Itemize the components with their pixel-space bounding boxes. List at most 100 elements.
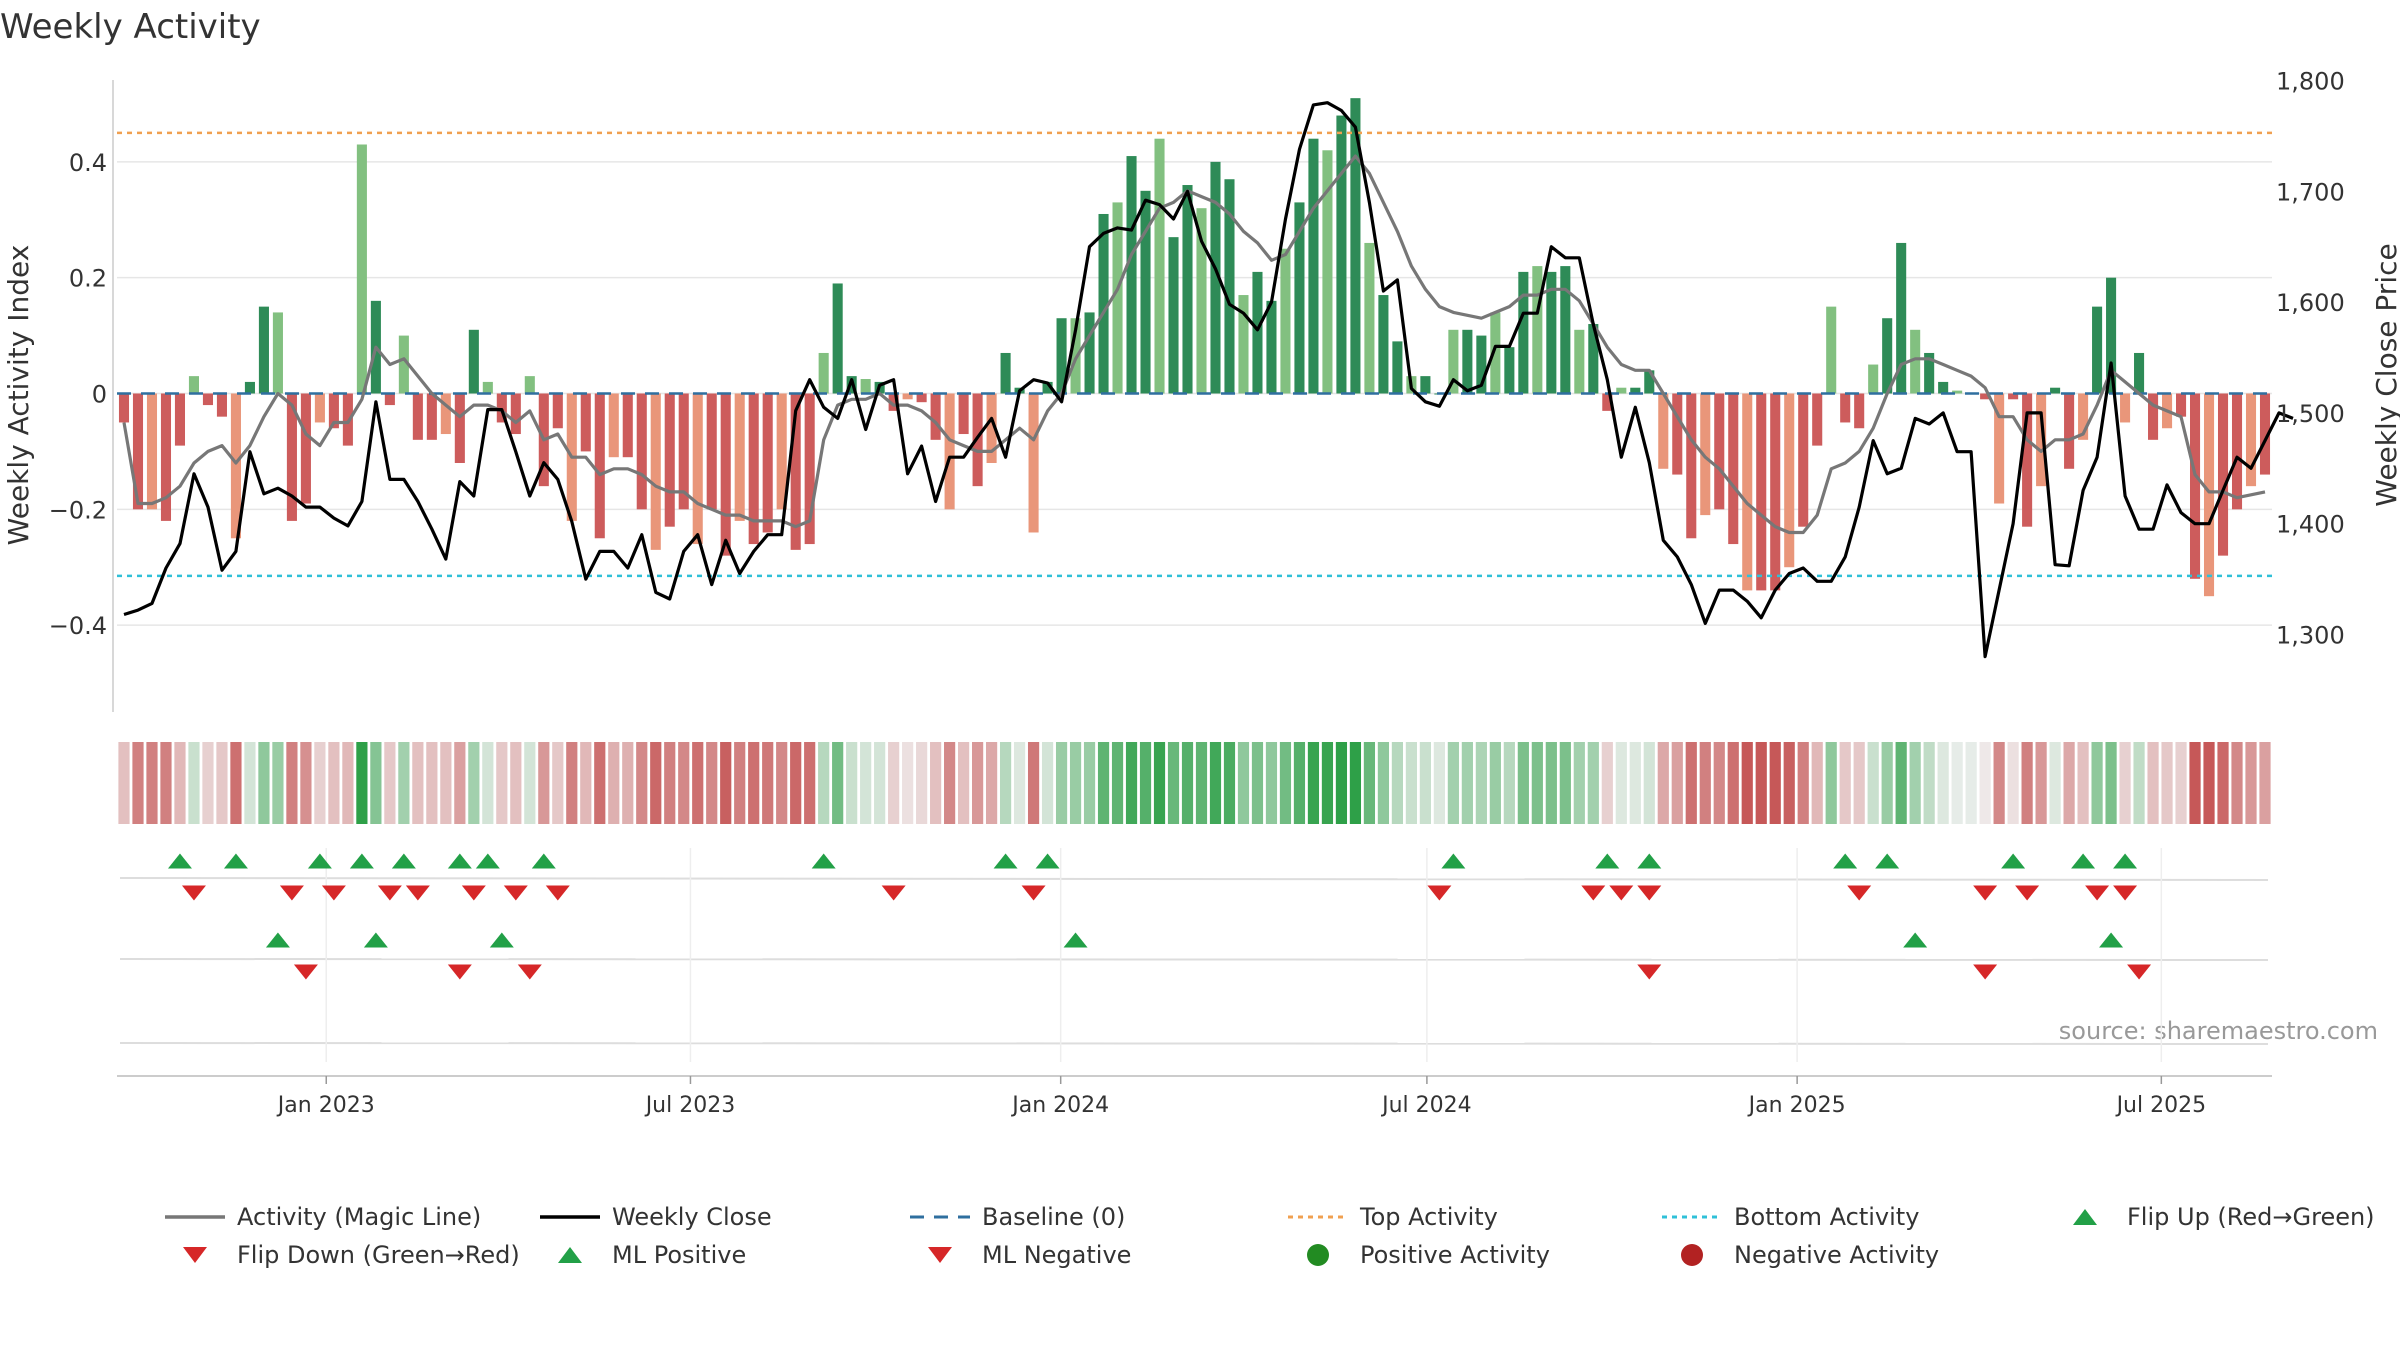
activity-bar <box>1798 393 1809 527</box>
strip-cell <box>1153 742 1166 824</box>
activity-bar <box>1826 306 1837 394</box>
activity-bar <box>1308 138 1319 394</box>
y-left-tick-label: −0.4 <box>49 612 107 640</box>
weekly-close-line <box>123 101 2294 659</box>
strip-cell <box>552 742 564 824</box>
activity-bar <box>1518 271 1529 394</box>
activity-bar <box>244 381 255 394</box>
strip-cell <box>748 742 760 824</box>
activity-bar <box>650 393 661 550</box>
legend-label: Positive Activity <box>1360 1241 1550 1269</box>
strip-cell <box>832 742 844 824</box>
flip-up-marker <box>167 853 192 869</box>
strip-cell <box>1433 742 1445 824</box>
activity-bar <box>160 393 172 521</box>
flip-down-marker <box>1973 885 1998 901</box>
strip-cell <box>1755 742 1767 824</box>
strip-cell <box>342 742 354 824</box>
activity-bar <box>1336 115 1347 394</box>
y-axis-left-label: Weekly Activity Index <box>2 245 35 546</box>
legend-label: Flip Up (Red→Green) <box>2127 1203 2375 1231</box>
activity-bar <box>1770 393 1781 591</box>
activity-bar <box>1294 202 1305 394</box>
flip-down-marker <box>377 885 402 901</box>
ml-positive-marker <box>2099 932 2124 948</box>
activity-bar <box>314 393 325 423</box>
activity-bar <box>720 393 731 556</box>
activity-bar <box>1854 393 1865 429</box>
strip-cell <box>1321 742 1334 824</box>
activity-bar <box>2064 393 2075 469</box>
strip-cell <box>846 742 858 824</box>
strip-cell <box>216 742 228 824</box>
ml-positive-marker <box>1903 932 1928 948</box>
strip-cell <box>650 742 662 824</box>
strip-cell <box>1195 742 1208 824</box>
activity-bar <box>608 393 619 458</box>
y-right-tick-label: 1,700 <box>2276 178 2345 206</box>
strip-cell <box>1531 742 1543 824</box>
activity-bar <box>174 393 186 446</box>
activity-bar <box>286 393 297 521</box>
activity-bar <box>132 393 144 510</box>
y-right-tick-label: 1,600 <box>2276 289 2345 317</box>
strip-cell <box>1797 742 1809 824</box>
activity-bar <box>1910 329 1921 394</box>
activity-bar <box>2078 393 2089 440</box>
activity-bar <box>1742 393 1753 591</box>
legend-swatch <box>558 1247 582 1263</box>
activity-bar <box>1000 352 1011 394</box>
activity-bar <box>230 393 241 539</box>
activity-bar <box>1182 185 1193 394</box>
y-left-tick-label: 0.4 <box>69 149 107 177</box>
activity-bar <box>916 393 927 403</box>
strip-cell <box>734 742 746 824</box>
activity-bar <box>440 393 451 435</box>
strip-cell <box>2035 742 2047 824</box>
strip-cell <box>1475 742 1487 824</box>
strip-cell <box>706 742 718 824</box>
activity-bar <box>1028 393 1039 533</box>
flip-up-marker <box>2113 853 2138 869</box>
activity-bar <box>482 381 493 394</box>
strip-cell <box>1517 742 1529 824</box>
x-tick-label: Jan 2025 <box>1747 1093 1846 1118</box>
legend-label: ML Positive <box>612 1241 746 1269</box>
legend-swatch <box>1681 1244 1703 1266</box>
strip-cell <box>622 742 634 824</box>
activity-bar <box>1728 393 1739 545</box>
activity-bar <box>1532 266 1543 394</box>
activity-bar <box>258 306 269 394</box>
flip-down-marker <box>1021 885 1046 901</box>
activity-bar <box>384 393 395 406</box>
strip-cell <box>1405 742 1417 824</box>
flip-down-marker <box>1609 885 1634 901</box>
strip-cell <box>1671 742 1683 824</box>
axis-ticks: 0.4 0.2 0 −0.2 −0.4 1,800 1,700 1,600 1,500 1,400… <box>49 68 2345 650</box>
event-row-line <box>119 958 2269 961</box>
activity-bar <box>2120 393 2131 423</box>
strip-cell <box>1251 742 1264 824</box>
strip-cell <box>1335 742 1348 824</box>
strip-cell <box>762 742 774 824</box>
strip-cell <box>1349 742 1362 824</box>
strip-cell <box>1853 742 1865 824</box>
strip-cell <box>1657 742 1669 824</box>
activity-bar <box>790 393 801 550</box>
flip-down-marker <box>1427 885 1452 901</box>
activity-bar <box>1644 370 1655 394</box>
event-row-line <box>119 1042 2269 1045</box>
strip-cell <box>286 742 298 824</box>
activity-bar <box>1560 266 1571 394</box>
strip-cell <box>1125 742 1138 824</box>
strip-cell <box>202 742 214 824</box>
activity-bar <box>356 144 367 394</box>
strip-cell <box>328 742 340 824</box>
strip-cell <box>1419 742 1431 824</box>
activity-bar <box>1392 341 1403 394</box>
flip-up-marker <box>349 853 374 869</box>
flip-down-marker <box>1637 885 1662 901</box>
strip-cell <box>1069 742 1082 824</box>
strip-cell <box>1363 742 1376 824</box>
